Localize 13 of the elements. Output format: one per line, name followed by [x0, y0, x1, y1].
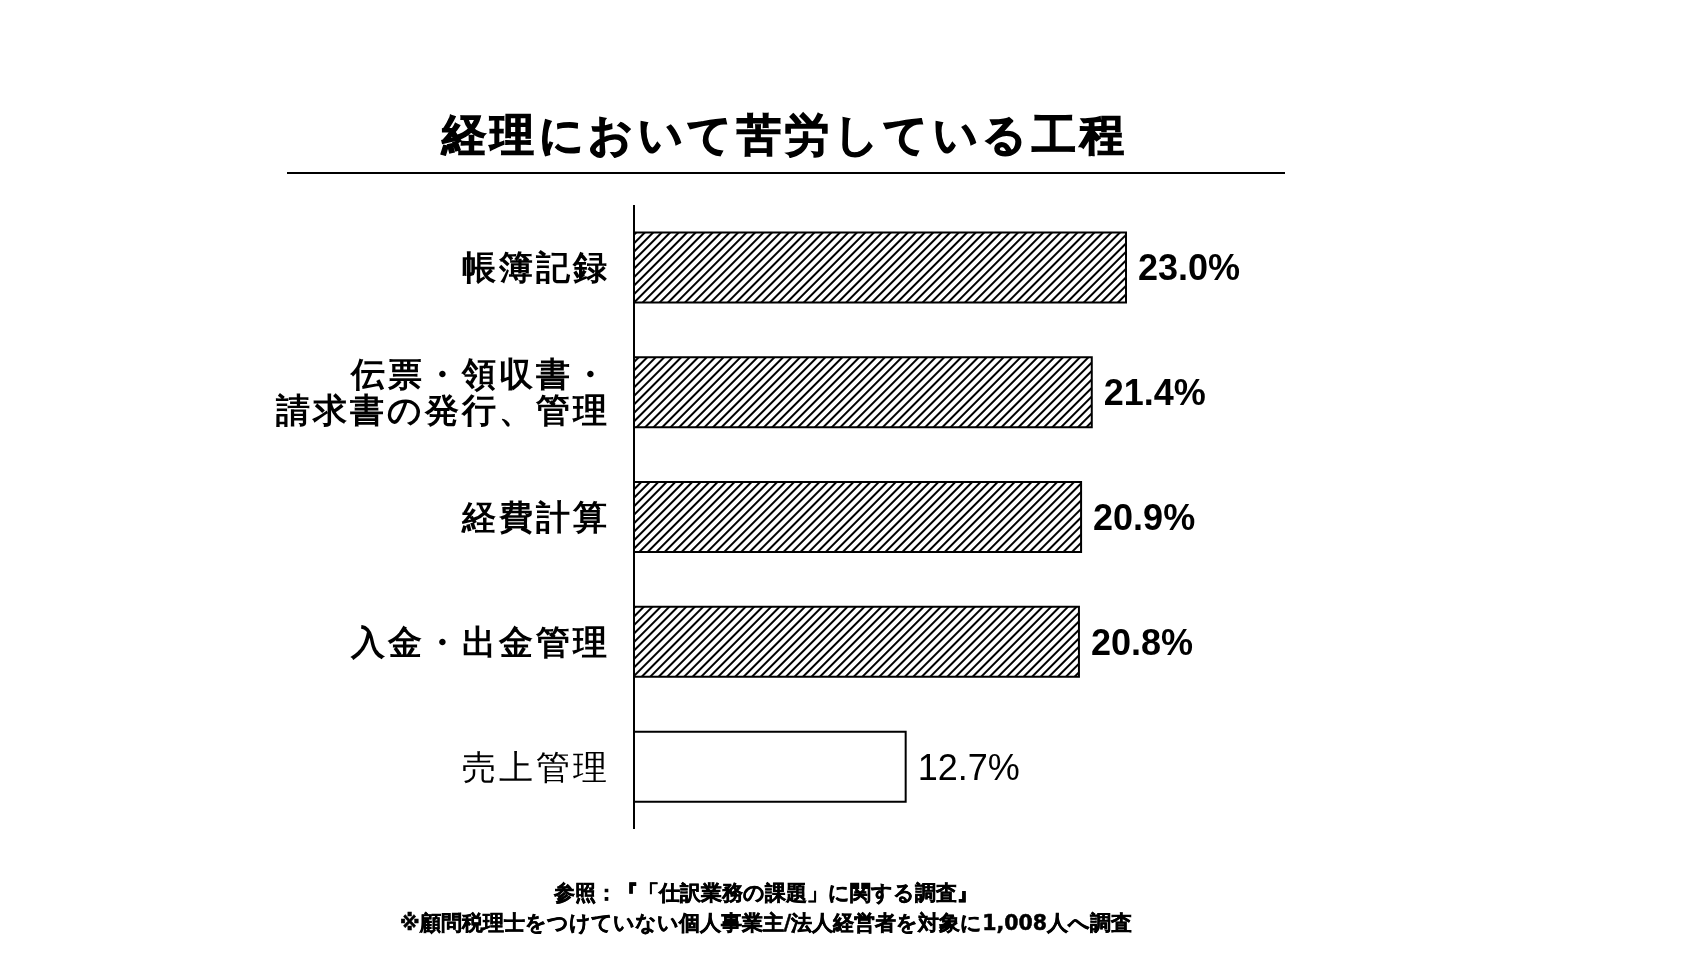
data-label: 23.0%	[1138, 247, 1241, 289]
y-tick-label: 入金・出金管理	[350, 621, 610, 662]
y-tick-label: 伝票・領収書・請求書の発行、管理	[275, 354, 610, 431]
text: ※顧問税理士をつけていない個人事業主/法人経営者を対象に1,008人へ調査	[398, 910, 1134, 937]
chart-title: 経理において苦労している工程	[440, 109, 1130, 160]
y-tick-label: 帳簿記録	[462, 247, 610, 288]
y-tick-label: 経費計算	[461, 497, 610, 537]
data-label: 20.8%	[1090, 621, 1194, 663]
y-tick-label: 売上管理	[462, 746, 610, 787]
data-label: 12.7%	[917, 746, 1020, 788]
data-label: 20.9%	[1093, 497, 1196, 539]
data-label: 21.4%	[1103, 372, 1206, 414]
text: 参照：『「仕訳業務の課題」に関する調査』	[553, 880, 979, 907]
